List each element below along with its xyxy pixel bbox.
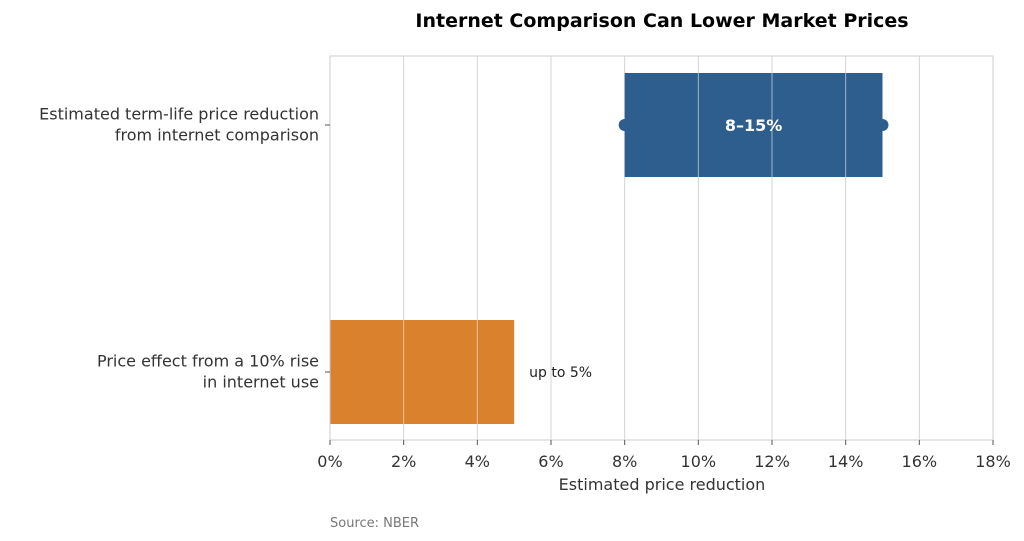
x-tick-label: 10% (681, 452, 717, 471)
bar (330, 320, 515, 424)
x-tick-label: 16% (902, 452, 938, 471)
x-tick-label: 6% (538, 452, 563, 471)
category-labels: Estimated term-life price reduction from … (39, 105, 330, 392)
category-label-line: in internet use (203, 373, 319, 392)
category-label: Estimated term-life price reduction from … (39, 105, 319, 145)
x-axis-label: Estimated price reduction (559, 475, 766, 494)
plot-frame (329, 55, 994, 441)
range-start-marker (618, 119, 631, 131)
data-label: up to 5% (529, 365, 592, 381)
category-label-line: from internet comparison (115, 126, 319, 145)
data-label: 8–15% (725, 116, 782, 135)
x-tick-label: 0% (317, 452, 342, 471)
source-note: Source: NBER (330, 516, 419, 531)
bar (624, 73, 883, 177)
x-axis-ticks: 0% 2% 4% 6% 8% 10% 12% 14% 16% 18% (317, 440, 1011, 471)
category-label-line: Price effect from a 10% rise (97, 352, 319, 371)
category-label-line: Estimated term-life price reduction (39, 105, 319, 124)
x-tick-label: 2% (391, 452, 416, 471)
x-tick-label: 18% (975, 452, 1011, 471)
x-tick-label: 12% (754, 452, 790, 471)
bars: 8–15% up to 5% (330, 73, 889, 424)
range-end-marker (876, 119, 889, 131)
chart-title: Internet Comparison Can Lower Market Pri… (415, 10, 908, 32)
x-tick-label: 14% (828, 452, 864, 471)
x-tick-label: 8% (612, 452, 637, 471)
category-label: Price effect from a 10% rise in internet … (97, 352, 319, 392)
x-tick-label: 4% (465, 452, 490, 471)
